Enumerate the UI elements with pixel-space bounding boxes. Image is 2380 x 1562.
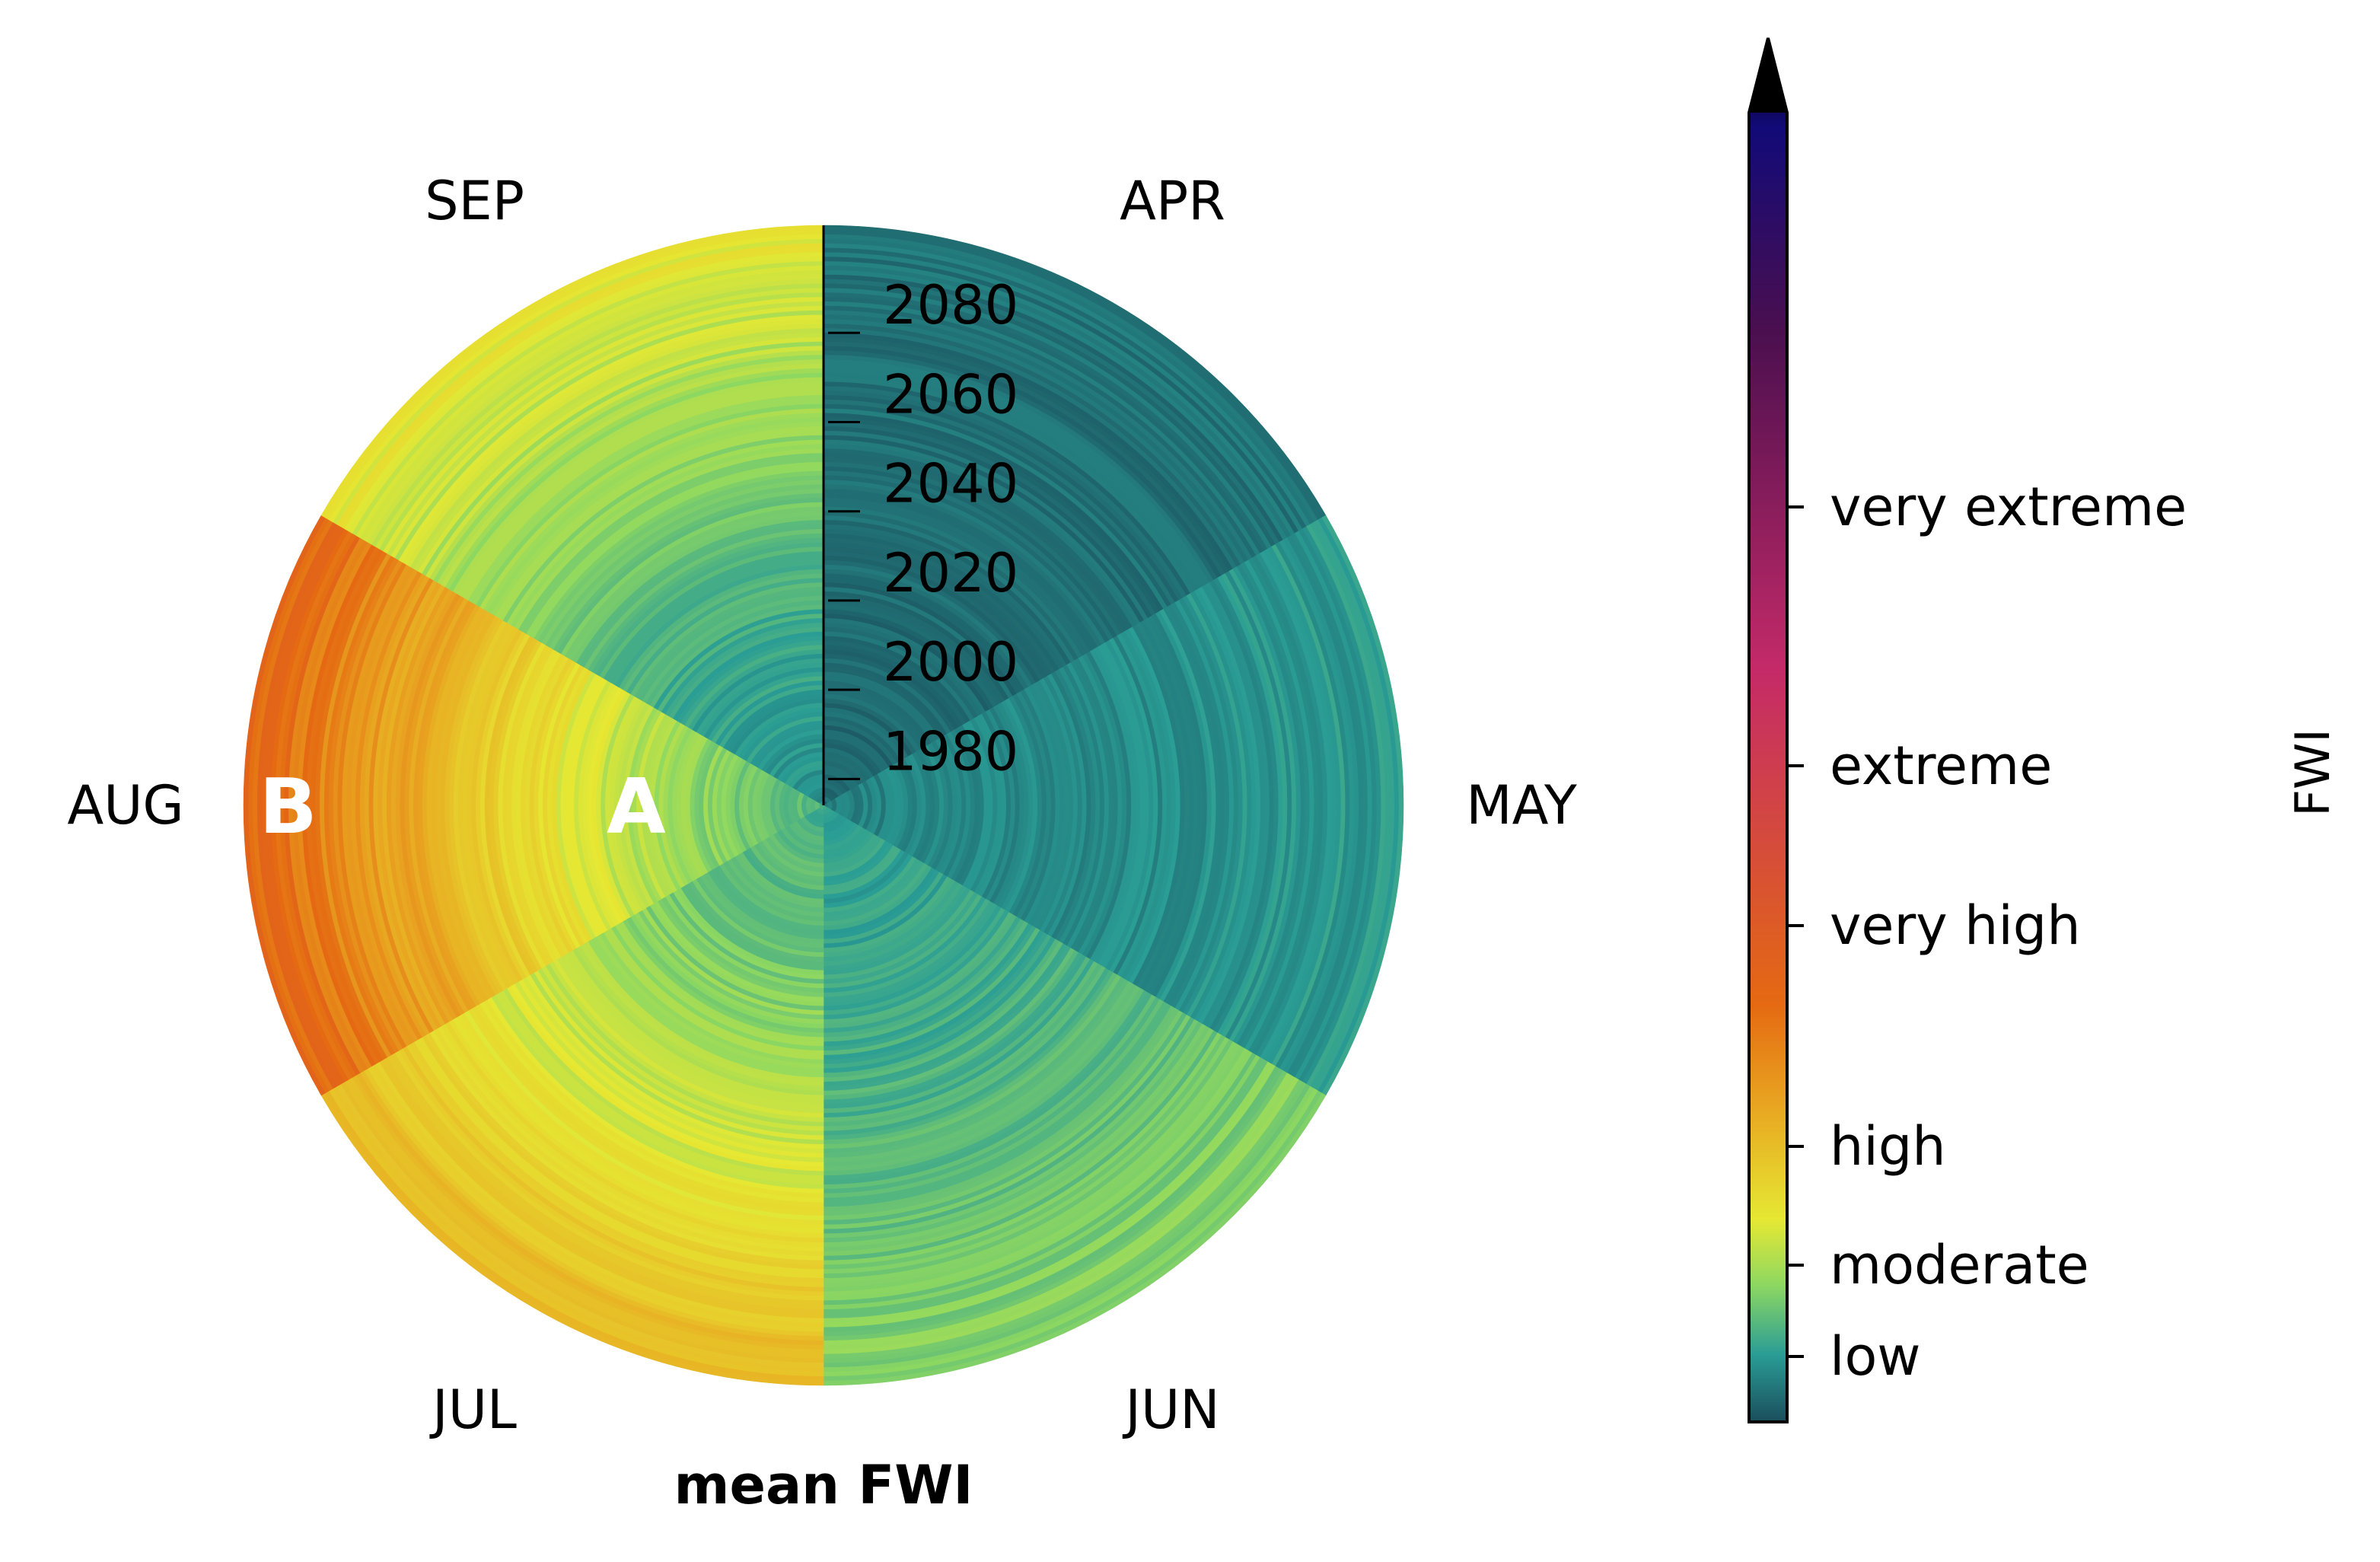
month-label-may: MAY: [1466, 774, 1577, 837]
sector-jun: [823, 805, 1327, 1386]
annotation-b: B: [259, 762, 317, 851]
colorbar-tick-label: high: [1830, 1115, 1946, 1178]
radial-axis: 1980 2000 2020 2040 2060 2080: [822, 225, 1018, 805]
month-labels: APR MAY JUN JUL AUG SEP: [67, 170, 1577, 1441]
radial-tick-label: 1980: [883, 720, 1018, 783]
month-label-jul: JUL: [429, 1379, 517, 1441]
sector-jul: [320, 805, 824, 1386]
sector-may: [823, 515, 1404, 1096]
colorbar-label: FWI: [2285, 728, 2340, 816]
annotation-a: A: [607, 762, 665, 851]
colorbar: low moderate high very high extreme very extr…: [1748, 37, 2187, 1423]
month-label-apr: APR: [1120, 170, 1225, 232]
colorbar-tick-label: extreme: [1830, 735, 2052, 797]
radial-tick-label: 2020: [883, 542, 1018, 604]
colorbar-bar: [1748, 37, 1789, 1423]
polar-plot: [243, 225, 1404, 1386]
annotations: AB: [259, 762, 665, 851]
chart-title: mean FWI: [674, 1454, 973, 1516]
month-label-sep: SEP: [425, 170, 524, 232]
radial-tick-label: 2080: [883, 274, 1018, 336]
month-label-aug: AUG: [67, 774, 183, 837]
radial-tick-label: 2040: [883, 453, 1018, 515]
colorbar-tick-label: very high: [1830, 894, 2081, 957]
colorbar-tick-label: very extreme: [1830, 476, 2187, 538]
radial-tick-label: 2000: [883, 631, 1018, 693]
sector-aug: [243, 515, 824, 1096]
month-label-jun: JUN: [1122, 1379, 1219, 1441]
colorbar-tick-label: low: [1830, 1325, 1921, 1388]
radial-tick-label: 2060: [883, 363, 1018, 426]
sector-apr: [823, 225, 1327, 806]
colorbar-tick-label: moderate: [1830, 1234, 2089, 1296]
colorbar-extend-arrow: [1749, 38, 1787, 113]
